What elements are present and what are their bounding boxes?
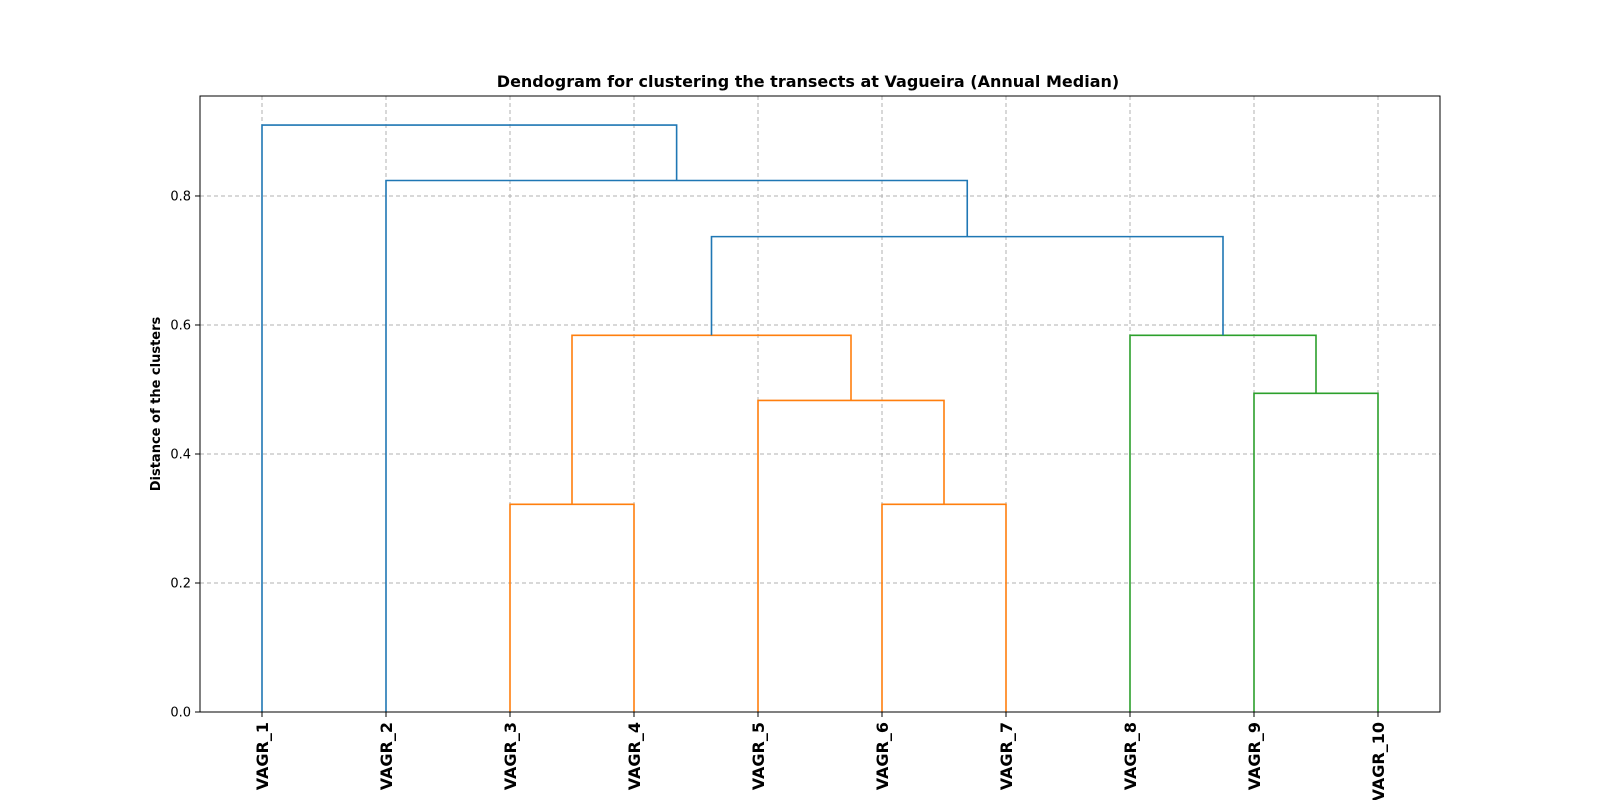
y-axis: 0.0 0.2 0.4 0.6 0.8 xyxy=(170,189,200,721)
x-tick-label: VAGR_3 xyxy=(501,722,520,790)
x-tick-label: VAGR_6 xyxy=(873,722,892,790)
dendrogram-link xyxy=(261,124,678,712)
x-tick-label: VAGR_7 xyxy=(997,722,1016,790)
x-tick-label: VAGR_4 xyxy=(625,722,644,790)
x-tick-label: VAGR_5 xyxy=(749,722,768,790)
y-tick-label: 0.8 xyxy=(170,189,191,204)
dendrogram-link xyxy=(710,235,1224,336)
dendrogram-link xyxy=(881,503,1007,712)
x-tick-label: VAGR_2 xyxy=(377,722,396,790)
dendrogram-link xyxy=(1253,392,1379,712)
y-tick-label: 0.4 xyxy=(170,447,191,462)
dendrogram-link xyxy=(757,399,945,712)
x-tick-label: VAGR_1 xyxy=(253,722,272,790)
x-tick-label: VAGR_9 xyxy=(1245,722,1264,790)
y-axis-label: Distance of the clusters xyxy=(149,316,164,491)
y-tick-label: 0.2 xyxy=(170,576,191,591)
x-tick-label: VAGR_10 xyxy=(1369,722,1388,800)
chart-title: Dendogram for clustering the transects a… xyxy=(497,72,1119,91)
dendrogram-links xyxy=(261,124,1379,712)
dendrogram-link xyxy=(571,334,852,505)
dendrogram-link xyxy=(509,503,635,712)
y-tick-label: 0.0 xyxy=(170,706,191,721)
x-tick-label: VAGR_8 xyxy=(1121,722,1140,790)
plot-frame xyxy=(199,95,1441,713)
x-axis: VAGR_1 VAGR_2 VAGR_3 VAGR_4 VAGR_5 VAGR_6 VAGR… xyxy=(253,712,1388,800)
dendrogram-link xyxy=(385,179,969,712)
dendrogram-link xyxy=(1129,334,1317,712)
y-tick-label: 0.6 xyxy=(170,318,191,333)
